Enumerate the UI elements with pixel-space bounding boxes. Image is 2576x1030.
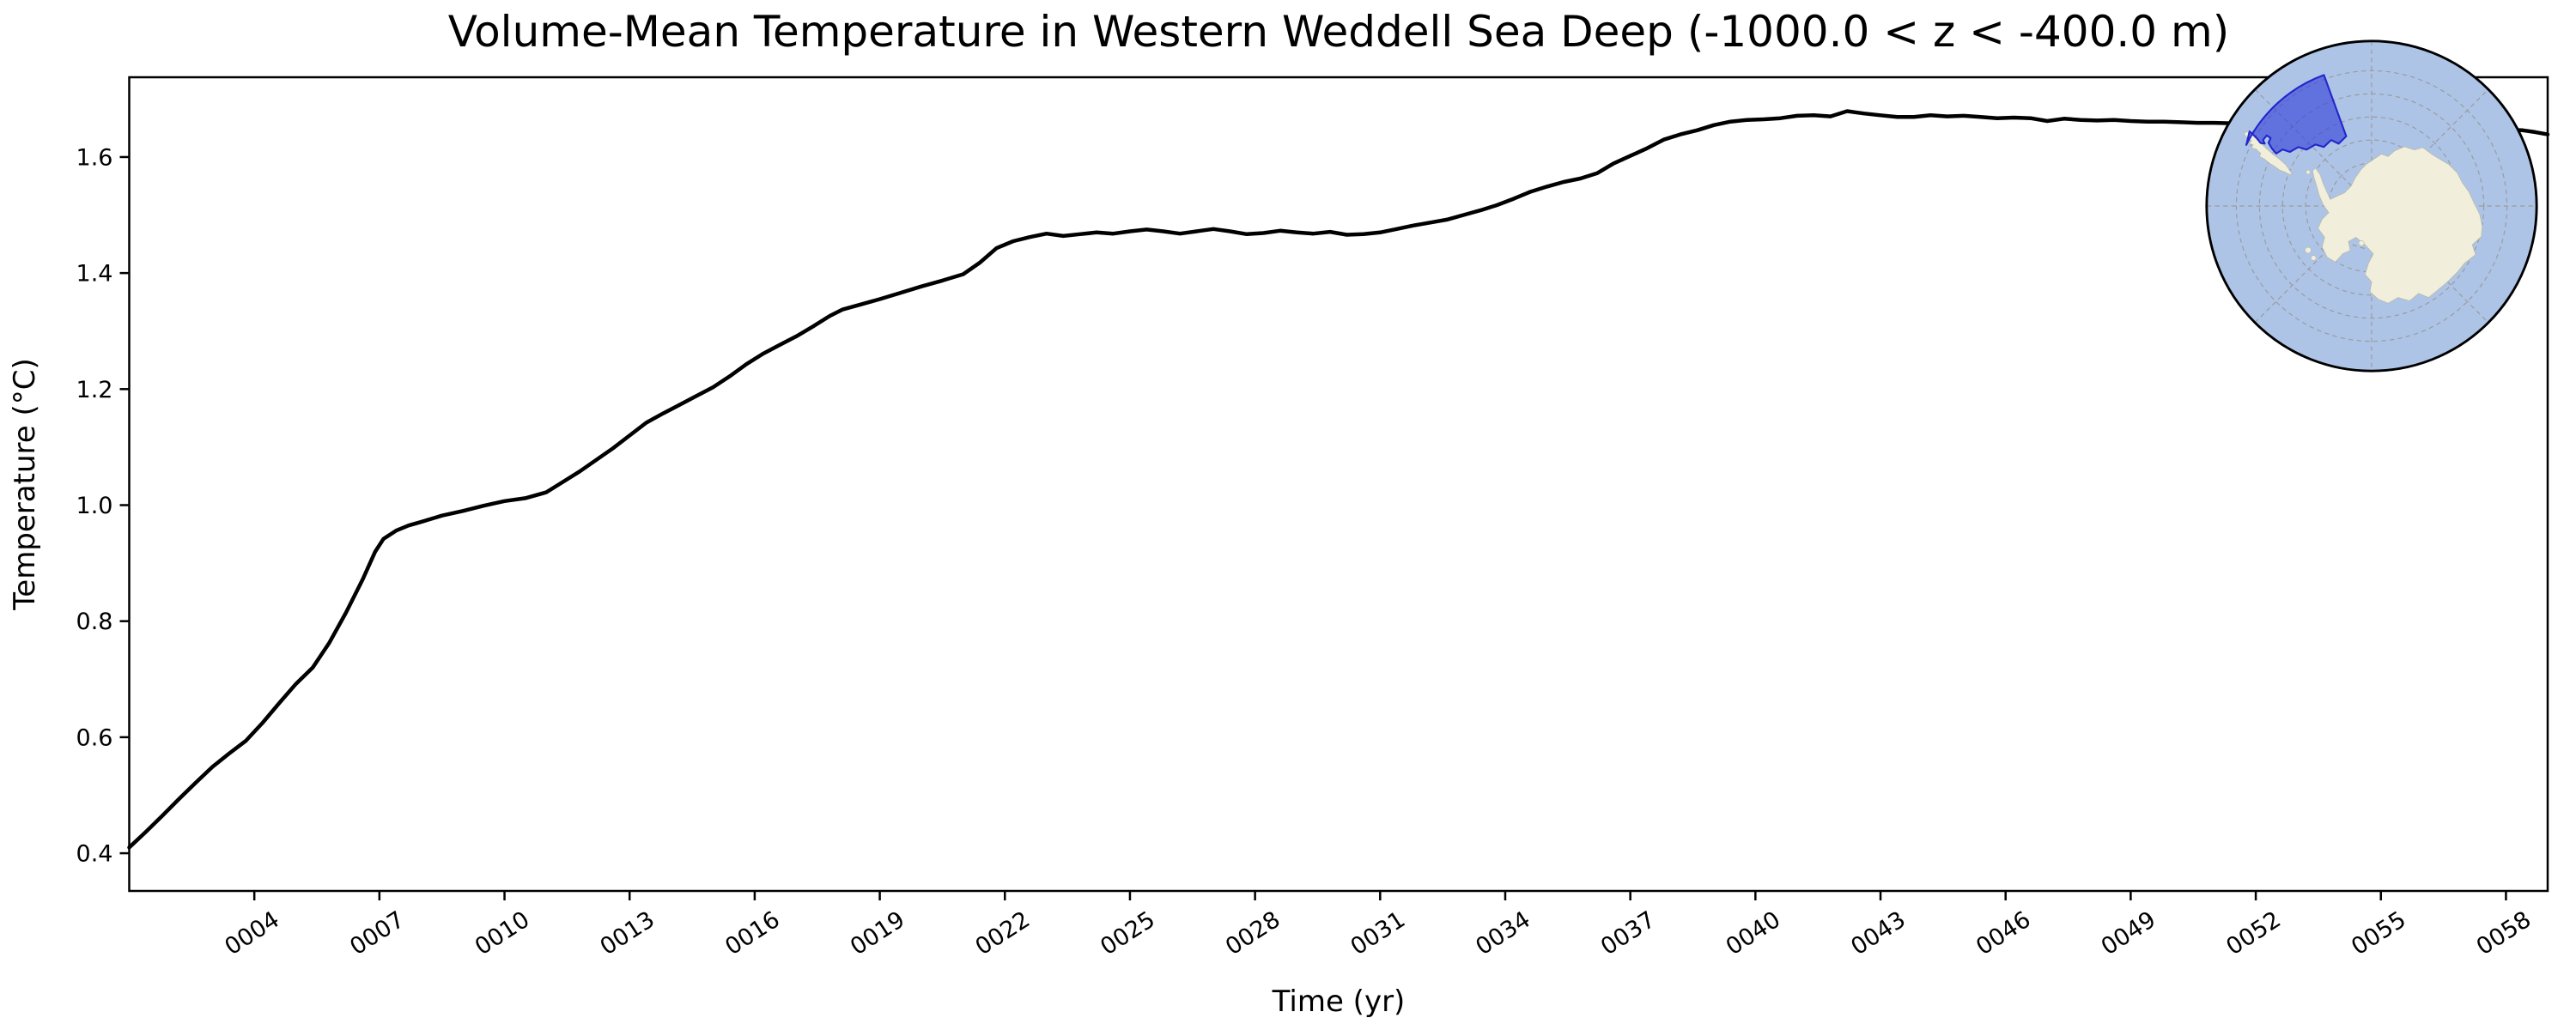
island <box>2305 246 2312 254</box>
x-tick-label: 0004 <box>220 906 284 960</box>
island <box>2358 239 2365 246</box>
y-tick-label: 0.8 <box>76 609 113 635</box>
y-tick-label: 1.0 <box>76 493 113 519</box>
x-tick-label: 0013 <box>596 906 660 960</box>
x-tick-label: 0022 <box>971 906 1036 960</box>
y-tick-label: 1.2 <box>76 377 113 403</box>
y-tick-label: 0.6 <box>76 724 113 751</box>
x-tick-label: 0058 <box>2472 906 2537 960</box>
x-tick-label: 0037 <box>1596 906 1661 960</box>
x-tick-label: 0049 <box>2097 906 2161 960</box>
map-boundary-circle <box>2205 39 2538 373</box>
axis-tick-labels: 0004 0007 0010 0013 0016 0019 0022 0025 0028 0031… <box>76 144 2537 960</box>
y-tick-label: 1.6 <box>76 144 113 171</box>
y-tick-label: 0.4 <box>76 841 113 868</box>
antarctica-locator-map <box>2205 39 2538 373</box>
x-tick-label: 0043 <box>1846 906 1911 960</box>
x-tick-label: 0016 <box>720 906 785 960</box>
island <box>2306 170 2311 175</box>
x-tick-label: 0010 <box>471 906 535 960</box>
x-tick-label: 0025 <box>1096 906 1160 960</box>
x-tick-label: 0007 <box>345 906 410 960</box>
chart-title: Volume-Mean Temperature in Western Wedde… <box>447 7 2230 57</box>
x-tick-label: 0052 <box>2221 906 2286 960</box>
x-axis-label: Time (yr) <box>1272 985 1406 1019</box>
south-america-shape <box>2243 130 2293 175</box>
y-tick-label: 1.4 <box>76 261 113 288</box>
axes-frame <box>128 76 2549 893</box>
x-tick-label: 0040 <box>1722 906 1786 960</box>
axis-ticks <box>119 155 2507 900</box>
temperature-line <box>127 109 2550 850</box>
x-tick-label: 0034 <box>1471 906 1535 960</box>
y-axis-label: Temperature (°C) <box>8 358 42 610</box>
graticule-meridian <box>2254 88 2489 324</box>
map-land-antarctica <box>2243 130 2483 304</box>
x-tick-label: 0019 <box>846 906 910 960</box>
x-tick-label: 0031 <box>1346 906 1411 960</box>
x-tick-label: 0028 <box>1221 906 1285 960</box>
island <box>2311 255 2317 261</box>
graticule-meridian <box>2254 88 2489 324</box>
antarctica-shape <box>2312 146 2483 304</box>
x-tick-label: 0055 <box>2347 906 2411 960</box>
map-islands <box>2305 170 2365 261</box>
x-tick-label: 0046 <box>1971 906 2036 960</box>
highlighted-region-western-weddell-sea <box>2245 74 2348 154</box>
